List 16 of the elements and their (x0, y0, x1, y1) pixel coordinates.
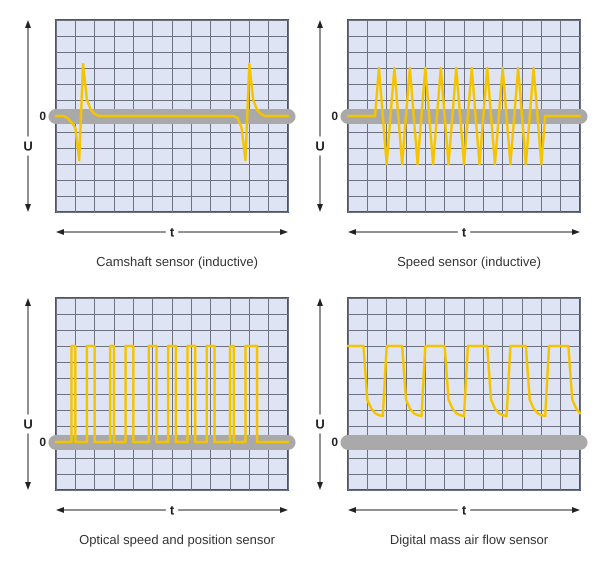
text: Speed sensor (inductive) (397, 254, 541, 269)
text: 0 (39, 435, 46, 449)
y-axis-title: U (23, 416, 33, 432)
y-axis-title: U (23, 138, 33, 154)
y-axis-title: U (315, 138, 325, 154)
text: 0 (331, 109, 338, 123)
text: Digital mass air flow sensor (390, 532, 549, 547)
x-axis-title: t (170, 502, 175, 518)
y-axis-title: U (315, 416, 325, 432)
text: 0 (39, 109, 46, 123)
x-axis-title: t (170, 224, 175, 240)
text: Optical speed and position sensor (79, 532, 276, 547)
text: 0 (331, 435, 338, 449)
text: Camshaft sensor (inductive) (96, 254, 258, 269)
x-axis-title: t (462, 224, 467, 240)
x-axis-title: t (462, 502, 467, 518)
